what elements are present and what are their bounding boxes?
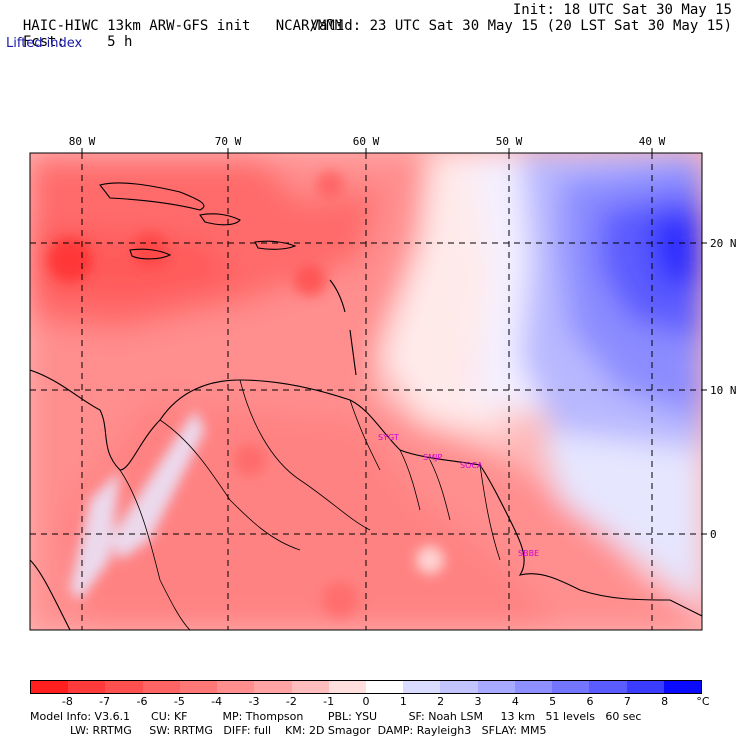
fcst-label: Fcst:	[22, 34, 66, 50]
valid-time: Valid: 23 UTC Sat 30 May 15 (20 LST Sat …	[310, 18, 732, 34]
colorbar-swatch	[291, 681, 329, 693]
colorbar-label: 8	[661, 695, 669, 708]
colorbar-swatch	[142, 681, 180, 693]
lat-label-10n: 10 N	[710, 384, 737, 397]
map-field	[30, 153, 702, 630]
colorbar-unit: °C	[696, 695, 710, 708]
colorbar-swatch	[440, 681, 478, 693]
org-text: NCAR/MMM	[275, 18, 344, 34]
colorbar-swatch	[552, 681, 590, 693]
colorbar-label: -2	[285, 695, 297, 708]
colorbar-swatch	[365, 681, 404, 693]
colorbar-swatch	[31, 681, 69, 693]
colorbar-label: 3	[474, 695, 482, 708]
colorbar-label: -5	[173, 695, 185, 708]
model-info-line1: Model Info: V3.6.1 CU: KF MP: Thompson P…	[30, 710, 642, 723]
colorbar-label: 4	[511, 695, 519, 708]
colorbar-swatch	[68, 681, 106, 693]
graticule	[30, 153, 702, 630]
colorbar-swatch	[663, 681, 701, 693]
lat-label-20n: 20 N	[710, 237, 737, 250]
colorbar	[30, 680, 702, 694]
colorbar-label: -1	[323, 695, 335, 708]
colorbar-swatch	[217, 681, 255, 693]
colorbar-label: -6	[136, 695, 148, 708]
borders	[119, 379, 501, 630]
forecast-hour: Fcst: 5 h	[6, 18, 133, 50]
ticks	[81, 148, 707, 535]
colorbar-swatch	[328, 681, 366, 693]
colorbar-swatch	[477, 681, 515, 693]
colorbar-label: -8	[61, 695, 73, 708]
colorbar-swatch	[254, 681, 292, 693]
station-sbbe: SBBE	[518, 549, 539, 558]
fcst-value: 5 h	[107, 34, 133, 50]
colorbar-swatch	[179, 681, 218, 693]
lon-label-70w: 70 W	[215, 135, 242, 148]
lon-label-40w: 40 W	[639, 135, 666, 148]
station-soca: SOCA	[460, 461, 483, 470]
colorbar-swatch	[514, 681, 553, 693]
colorbar-label: 2	[437, 695, 445, 708]
lon-label-80w: 80 W	[69, 135, 96, 148]
colorbar-swatch	[105, 681, 143, 693]
colorbar-swatch	[589, 681, 627, 693]
colorbar-label: -3	[248, 695, 260, 708]
init-time: Init: 18 UTC Sat 30 May 15	[512, 2, 732, 18]
station-smjp: SMJP	[423, 453, 442, 462]
colorbar-label: 0	[362, 695, 370, 708]
colorbar-label: 5	[549, 695, 557, 708]
station-sygt: SYGT	[378, 433, 399, 442]
lon-label-50w: 50 W	[496, 135, 523, 148]
colorbar-label: -4	[211, 695, 223, 708]
field-name: Lifted index	[6, 36, 83, 51]
colorbar-swatch	[626, 681, 664, 693]
model-info-line2: LW: RRTMG SW: RRTMG DIFF: full KM: 2D Sm…	[70, 724, 547, 737]
coastlines	[30, 182, 702, 630]
lat-label-0: 0	[710, 528, 717, 541]
colorbar-label: 6	[586, 695, 594, 708]
colorbar-swatch	[403, 681, 441, 693]
colorbar-label: -7	[99, 695, 111, 708]
lon-label-60w: 60 W	[353, 135, 380, 148]
model-title-text: HAIC-HIWC 13km ARW-GFS init	[22, 18, 251, 34]
colorbar-label: 1	[399, 695, 407, 708]
colorbar-label: 7	[623, 695, 631, 708]
model-title: HAIC-HIWC 13km ARW-GFS init NCAR/MMM	[6, 2, 343, 34]
